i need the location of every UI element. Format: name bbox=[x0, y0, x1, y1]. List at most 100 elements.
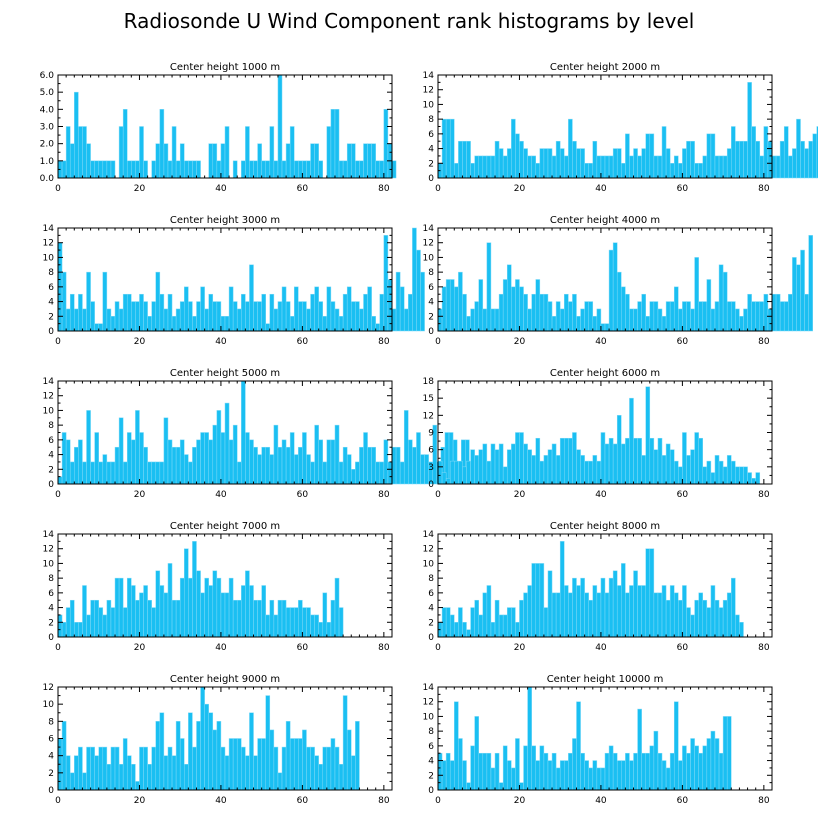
histogram-bar bbox=[232, 738, 238, 791]
histogram-bar bbox=[69, 143, 75, 179]
histogram-bar bbox=[649, 745, 655, 791]
histogram-bar bbox=[208, 712, 214, 791]
histogram-bar bbox=[637, 301, 642, 332]
y-tick-label: 4 bbox=[428, 298, 434, 308]
y-tick-label: 6 bbox=[428, 446, 434, 456]
histogram-bar bbox=[342, 160, 348, 179]
histogram-bar bbox=[519, 782, 524, 791]
y-tick-label: 4 bbox=[48, 604, 54, 614]
histogram-bar bbox=[293, 738, 299, 791]
histogram-bar bbox=[228, 439, 234, 485]
histogram-bar bbox=[523, 148, 528, 179]
histogram-bar bbox=[559, 541, 565, 638]
histogram-bar bbox=[257, 143, 262, 179]
histogram-bar bbox=[277, 772, 283, 791]
histogram-bar bbox=[710, 585, 716, 638]
histogram-bar bbox=[139, 293, 144, 332]
histogram-bar bbox=[188, 712, 193, 791]
histogram-bar bbox=[608, 437, 614, 485]
histogram-bar bbox=[576, 585, 581, 638]
histogram-bar bbox=[547, 570, 553, 638]
histogram-bar bbox=[135, 301, 140, 332]
histogram-bar bbox=[702, 466, 708, 485]
histogram-bar bbox=[403, 308, 409, 332]
histogram-bar bbox=[249, 712, 254, 791]
histogram-bar bbox=[458, 607, 463, 638]
histogram-bar bbox=[621, 286, 626, 332]
histogram-bar bbox=[188, 160, 193, 179]
histogram-bar bbox=[645, 752, 651, 791]
histogram-bar bbox=[454, 460, 459, 485]
histogram-bar bbox=[678, 466, 683, 485]
histogram-bar bbox=[98, 160, 104, 179]
histogram-bar bbox=[466, 629, 471, 638]
histogram-bar bbox=[584, 760, 589, 791]
histogram-bar bbox=[310, 293, 315, 332]
histogram-bar bbox=[441, 286, 447, 332]
histogram-bar bbox=[641, 455, 646, 485]
histogram-bar bbox=[682, 301, 687, 332]
y-tick-label: 12 bbox=[43, 683, 54, 693]
histogram-bar bbox=[710, 472, 716, 485]
histogram-bar bbox=[371, 446, 376, 485]
histogram-bar bbox=[804, 293, 809, 332]
histogram-bar bbox=[306, 454, 311, 485]
histogram-bar bbox=[515, 279, 520, 332]
histogram-bar bbox=[155, 461, 161, 485]
x-tick-label: 60 bbox=[677, 490, 689, 500]
y-tick-label: 3 bbox=[428, 463, 434, 473]
x-tick-label: 40 bbox=[595, 643, 607, 653]
histogram-bar bbox=[281, 160, 287, 179]
histogram-bar bbox=[621, 563, 626, 638]
histogram-bar bbox=[306, 160, 311, 179]
histogram-bar bbox=[379, 461, 385, 485]
histogram-bar bbox=[122, 109, 128, 179]
histogram-bar bbox=[196, 721, 201, 791]
histogram-bar bbox=[698, 301, 703, 332]
histogram-bar bbox=[355, 301, 360, 332]
y-tick-label: 0 bbox=[48, 633, 54, 643]
histogram-bar bbox=[98, 461, 104, 485]
histogram-bar bbox=[326, 746, 332, 791]
histogram-bar bbox=[535, 760, 541, 791]
histogram-bar bbox=[726, 301, 732, 332]
histogram-bar bbox=[224, 592, 230, 638]
histogram-bar bbox=[90, 599, 95, 638]
histogram-bar bbox=[102, 454, 108, 485]
histogram-bar bbox=[535, 563, 541, 638]
panel-title: Center height 7000 m bbox=[170, 521, 280, 532]
histogram-bar bbox=[657, 308, 663, 332]
histogram-bar bbox=[441, 472, 447, 485]
chart-panel-4: Center height 4000 m 0 20 40 60 80 0 2 4 6 8 10 12 14 bbox=[423, 215, 813, 347]
histogram-bar bbox=[547, 301, 553, 332]
histogram-bar bbox=[416, 249, 421, 332]
y-tick-label: 10 bbox=[43, 253, 55, 263]
histogram-bar bbox=[126, 160, 132, 179]
histogram-bar bbox=[94, 599, 99, 638]
histogram-bar bbox=[184, 454, 189, 485]
chart-panel-6: Center height 6000 m 0 20 40 60 80 0 3 6 9 12 15 18 bbox=[423, 368, 773, 500]
histogram-bar bbox=[555, 767, 561, 791]
histogram-bar bbox=[232, 599, 238, 638]
histogram-bar bbox=[204, 432, 209, 485]
histogram-bar bbox=[604, 155, 610, 179]
histogram-bar bbox=[698, 437, 703, 485]
histogram-bar bbox=[261, 160, 266, 179]
y-tick-label: 0 bbox=[48, 327, 54, 337]
histogram-bar bbox=[359, 446, 364, 485]
histogram-bar bbox=[718, 155, 724, 179]
histogram-bar bbox=[751, 301, 756, 332]
histogram-bar bbox=[474, 599, 479, 638]
y-tick-label: 6 bbox=[428, 283, 434, 293]
histogram-bar bbox=[273, 746, 279, 791]
histogram-bar bbox=[649, 133, 655, 179]
histogram-bar bbox=[437, 752, 443, 791]
histogram-bar bbox=[257, 454, 262, 485]
histogram-bar bbox=[751, 126, 756, 179]
histogram-bar bbox=[86, 410, 91, 485]
histogram-bar bbox=[346, 454, 352, 485]
histogram-bar bbox=[118, 417, 124, 485]
y-tick-label: 2 bbox=[428, 159, 434, 169]
histogram-bar bbox=[694, 745, 699, 791]
